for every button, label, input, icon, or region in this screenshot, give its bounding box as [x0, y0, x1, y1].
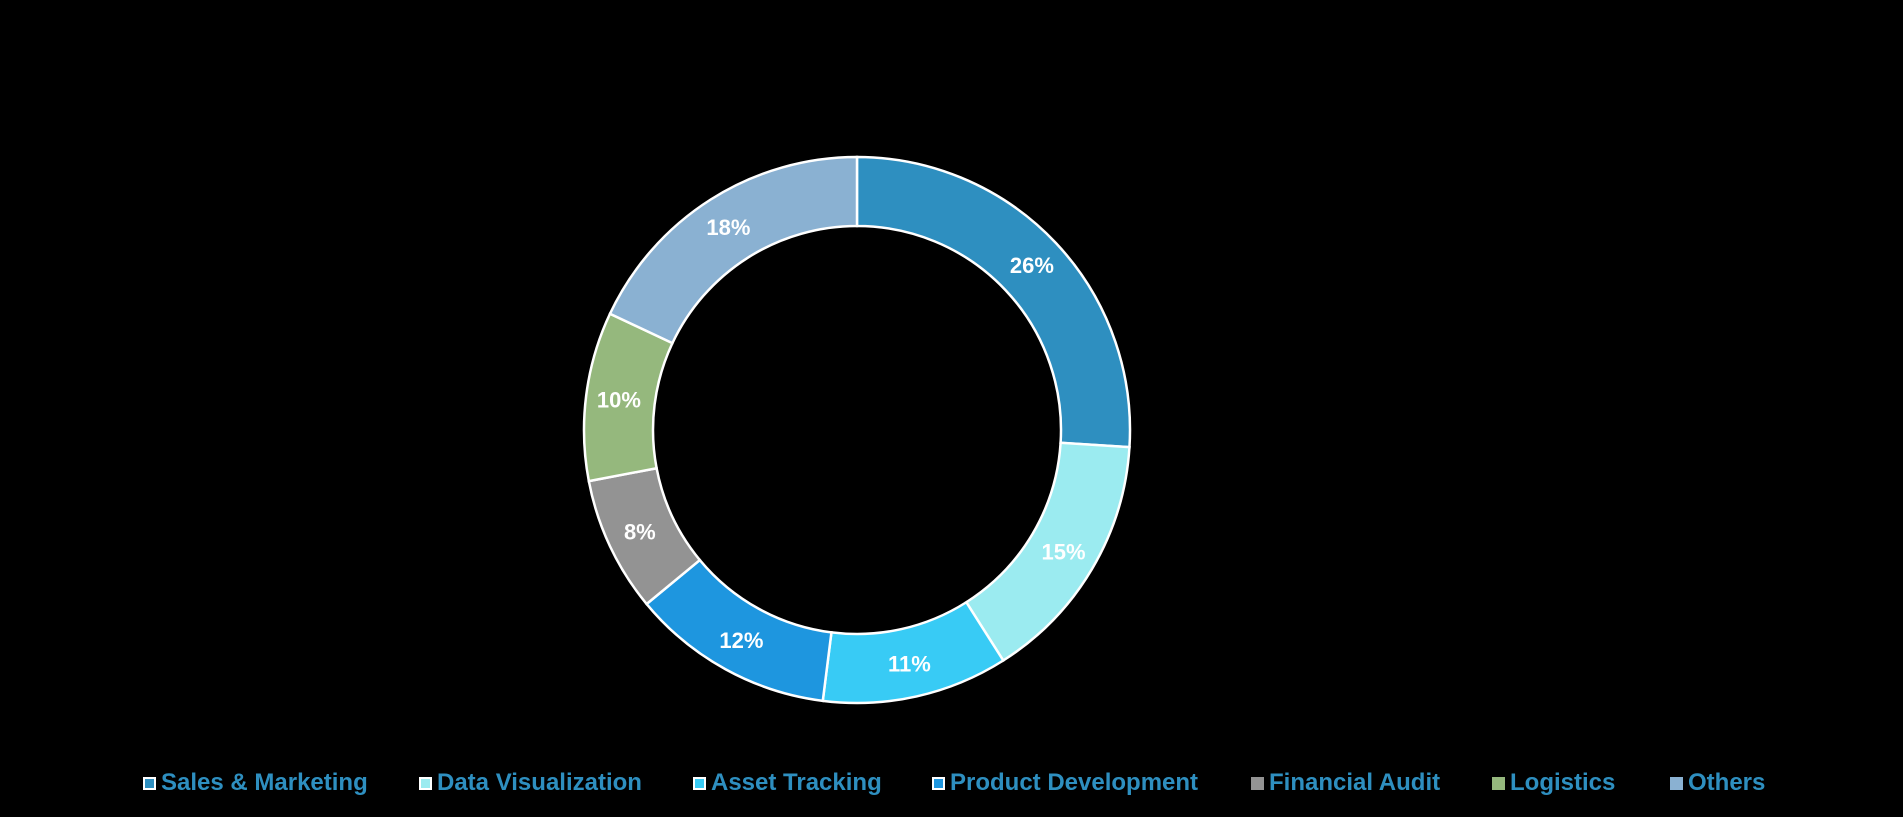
legend-item-data-visualization[interactable]: Data Visualization — [419, 768, 642, 798]
slice-percent-label: 11% — [888, 652, 931, 677]
legend-label: Sales & Marketing — [161, 769, 368, 796]
legend-marker-square-icon — [1670, 776, 1683, 790]
legend-label: Logistics — [1510, 769, 1616, 796]
slice-percent-label: 15% — [1042, 540, 1086, 565]
donut-chart: 26% 15% 11% 12% 8% 10% 18% — [582, 155, 1132, 705]
legend-item-product-development[interactable]: Product Development — [932, 768, 1198, 798]
slice-percent-label: 26% — [1010, 253, 1054, 278]
legend-marker-square-icon — [143, 776, 156, 790]
legend-marker-square-icon — [419, 776, 432, 790]
legend-item-asset-tracking[interactable]: Asset Tracking — [693, 768, 882, 798]
legend-marker-square-icon — [1492, 776, 1505, 790]
legend-label: Others — [1688, 769, 1766, 796]
donut-slice-sales-marketing[interactable] — [855, 155, 1132, 449]
legend-label: Product Development — [950, 769, 1199, 796]
legend-label: Data Visualization — [437, 769, 642, 796]
donut-slice-labels: 26% 15% 11% 12% 8% 10% 18% — [597, 215, 1086, 677]
legend-item-sales-marketing[interactable]: Sales & Marketing — [143, 768, 368, 798]
donut-slice-others[interactable] — [608, 155, 859, 345]
legend-label: Asset Tracking — [711, 769, 882, 796]
legend-marker-square-icon — [1251, 776, 1264, 790]
slice-percent-label: 10% — [597, 387, 641, 412]
slice-percent-label: 18% — [706, 215, 750, 240]
slice-percent-label: 8% — [624, 520, 656, 545]
donut-slices — [582, 155, 1132, 705]
legend-marker-square-icon — [932, 776, 945, 790]
legend-item-financial-audit[interactable]: Financial Audit — [1251, 768, 1440, 798]
legend-item-logistics[interactable]: Logistics — [1492, 768, 1615, 798]
legend-item-others[interactable]: Others — [1670, 768, 1765, 798]
legend-marker-square-icon — [693, 776, 706, 790]
slice-percent-label: 12% — [719, 628, 763, 653]
chart-legend: Sales & Marketing Data Visualization Ass… — [0, 768, 1903, 798]
donut-chart-svg: 26% 15% 11% 12% 8% 10% 18% — [582, 155, 1132, 705]
legend-label: Financial Audit — [1269, 769, 1441, 796]
